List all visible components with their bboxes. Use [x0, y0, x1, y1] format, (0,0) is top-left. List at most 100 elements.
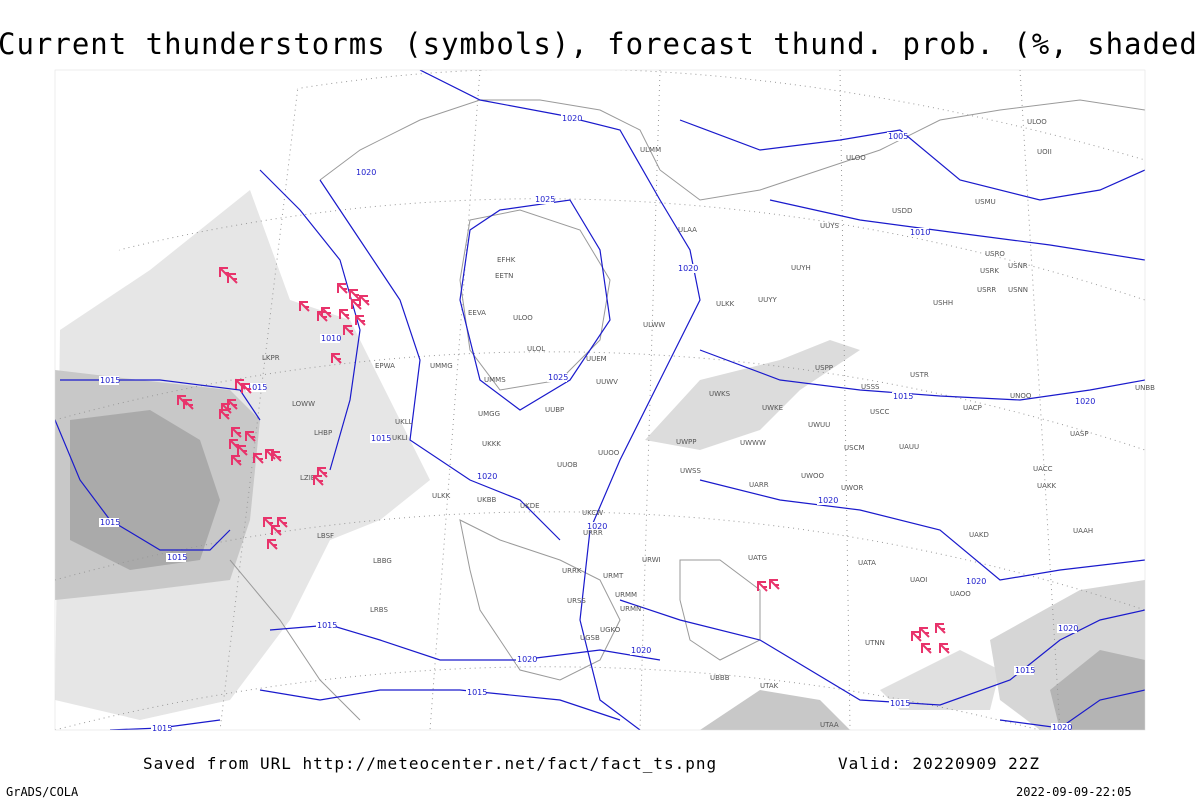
- station-label: EPWA: [375, 362, 395, 370]
- thunderstorm-symbol: [339, 309, 350, 320]
- thunderstorm-symbol: [227, 273, 238, 284]
- isobar-label: 1025: [548, 373, 568, 382]
- station-label: URRR: [583, 529, 603, 537]
- isobar-label: 1015: [100, 376, 120, 385]
- station-label: URMM: [615, 591, 637, 599]
- isobar-label: 1015: [890, 699, 910, 708]
- isobar-label: 1020: [562, 114, 582, 123]
- isobar-label-bg: [534, 195, 554, 204]
- thunderstorm-symbol: [277, 517, 288, 528]
- station-label: LBSF: [317, 532, 334, 540]
- station-label: UWSS: [680, 467, 701, 475]
- station-label: UAOO: [950, 590, 971, 598]
- station-label: UAKD: [969, 531, 989, 539]
- isobar-label: 1020: [1052, 723, 1072, 732]
- graticule: [55, 70, 1145, 730]
- station-label: UWOR: [841, 484, 864, 492]
- station-label: UWKE: [762, 404, 783, 412]
- isobar-labels: 1020 1020 1005 1025 1010 1020 1010 1015 1015 1025…: [99, 114, 1095, 733]
- station-label: UASP: [1070, 430, 1089, 438]
- thunderstorm-symbol: [769, 579, 780, 590]
- station-label: UWKS: [709, 390, 731, 398]
- station-label: ULOO: [846, 154, 866, 162]
- station-label: UKBB: [477, 496, 497, 504]
- isobar-label-bg: [630, 646, 650, 655]
- thunderstorm-symbol: [219, 409, 230, 420]
- station-label: UTAA: [820, 721, 839, 729]
- isobar-label-bg: [887, 132, 907, 141]
- thunderstorm-symbol: [919, 627, 930, 638]
- thunderstorm-symbol: [313, 475, 324, 486]
- station-label: UKLL: [395, 418, 413, 426]
- station-label: ULKK: [432, 492, 451, 500]
- station-label: USDD: [892, 207, 912, 215]
- isobar-label-bg: [1074, 397, 1094, 406]
- station-label: LKPR: [262, 354, 280, 362]
- isobar-label: 1020: [678, 264, 698, 273]
- thunderstorm-symbol: [245, 431, 256, 442]
- isobar-label-bg: [1057, 624, 1077, 633]
- station-label: URSS: [567, 597, 586, 605]
- thunderstorm-symbol: [349, 289, 360, 300]
- isobar-label: 1010: [321, 334, 341, 343]
- station-label: UTAK: [760, 682, 779, 690]
- station-label: UWOO: [801, 472, 825, 480]
- station-label: LRBS: [370, 606, 388, 614]
- isobar-label-bg: [246, 383, 266, 392]
- station-label: UKCW: [582, 509, 603, 517]
- station-label: LBBG: [373, 557, 392, 565]
- station-label: UUBP: [545, 406, 564, 414]
- thunderstorm-symbol: [935, 623, 946, 634]
- isobar-label: 1025: [535, 195, 555, 204]
- isobar-label: 1015: [247, 383, 267, 392]
- thunderstorm-symbol: [271, 451, 282, 462]
- station-label: USRR: [977, 286, 996, 294]
- station-label: USRK: [980, 267, 999, 275]
- station-label: UACP: [963, 404, 982, 412]
- thunderstorm-symbols: [177, 267, 950, 654]
- map-frame: [54, 69, 1146, 731]
- isobar-label-bg: [909, 228, 929, 237]
- station-label: UBBB: [710, 674, 730, 682]
- isobar-label: 1020: [1058, 624, 1078, 633]
- thunderstorm-symbol: [939, 643, 950, 654]
- station-label: USHH: [933, 299, 953, 307]
- isobar-label: 1020: [818, 496, 838, 505]
- station-label: UACC: [1033, 465, 1053, 473]
- station-label: EFHK: [497, 256, 516, 264]
- isobar-label-bg: [316, 621, 336, 630]
- thunderstorm-symbol: [231, 427, 242, 438]
- isobar-label-bg: [320, 334, 340, 343]
- station-label: UNOO: [1010, 392, 1032, 400]
- thunderstorm-symbol: [337, 283, 348, 294]
- station-label: UKKK: [482, 440, 501, 448]
- station-label: ULOO: [513, 314, 533, 322]
- isobar-label-bg: [817, 496, 837, 505]
- isobar-label-bg: [151, 724, 171, 733]
- station-label: UATA: [858, 559, 876, 567]
- isobar-label-bg: [1014, 666, 1034, 675]
- thunderstorm-symbol: [267, 539, 278, 550]
- station-label: UARR: [749, 481, 769, 489]
- station-label: LOWW: [292, 400, 315, 408]
- isobar-label-bg: [677, 264, 697, 273]
- coastlines: [229, 99, 1145, 721]
- thunderstorm-symbol: [921, 643, 932, 654]
- isobar-label-bg: [370, 434, 390, 443]
- isobar-label-bg: [99, 518, 119, 527]
- station-label: UAOI: [910, 576, 927, 584]
- station-label: UUYY: [758, 296, 778, 304]
- isobar-label-bg: [547, 373, 567, 382]
- isobar-label-bg: [561, 114, 581, 123]
- thunderstorm-symbol: [227, 399, 238, 410]
- thunderstorm-symbol: [299, 301, 310, 312]
- isobar-label: 1020: [517, 655, 537, 664]
- station-label: ULKK: [716, 300, 735, 308]
- isobar-label-bg: [1051, 723, 1071, 732]
- isobar-label: 1015: [893, 392, 913, 401]
- thunderstorm-symbol: [757, 581, 768, 592]
- station-label: ULWW: [643, 321, 665, 329]
